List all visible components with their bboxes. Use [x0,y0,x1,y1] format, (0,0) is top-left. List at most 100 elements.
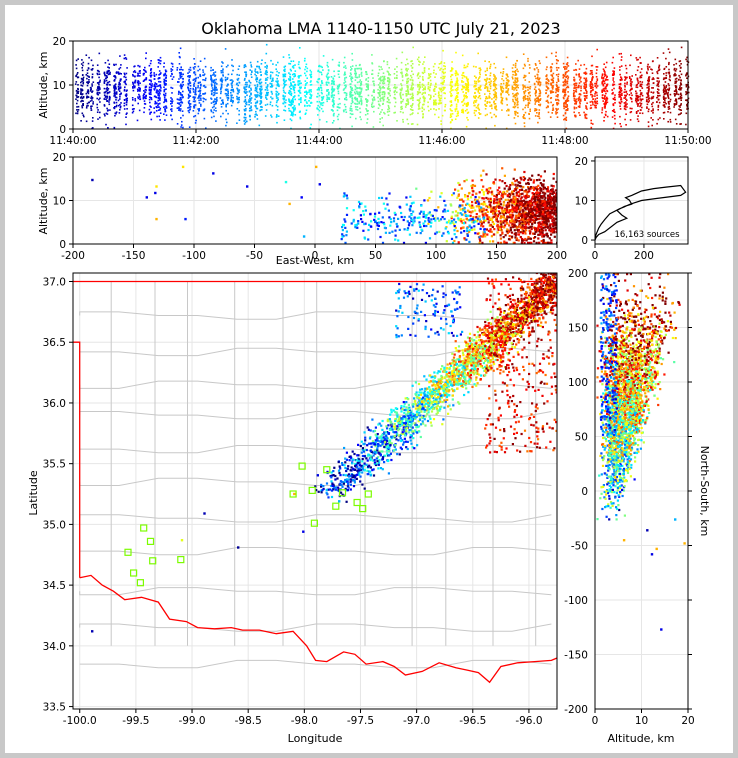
source-point [657,118,660,121]
source-point [289,101,291,104]
source-point [199,90,201,92]
source-point [149,83,152,85]
source-point [422,89,424,91]
source-point [322,101,325,104]
source-point [566,98,569,101]
source-point [648,78,650,80]
source-point [594,98,597,100]
source-point [182,96,184,98]
source-point [265,77,267,80]
source-point [203,93,206,95]
source-point [565,76,567,79]
source-point [336,85,339,87]
source-point [438,94,440,96]
source-point [359,87,361,90]
source-point [106,100,109,102]
source-point [539,95,541,97]
source-point [639,95,641,98]
source-point [232,90,235,92]
source-point [284,95,286,97]
source-point [205,98,207,101]
source-point [493,101,495,104]
source-point [355,117,357,120]
source-point [602,68,605,70]
source-point [204,65,207,68]
source-point [264,62,267,64]
source-point [255,96,257,98]
source-point [647,121,650,123]
source-point [573,89,575,92]
source-point [517,86,519,89]
source-point [150,68,152,71]
source-point [394,105,396,108]
source-point [564,79,567,81]
source-point [523,91,525,93]
source-point [557,88,559,90]
source-point [461,109,463,111]
source-point [224,79,227,82]
source-point [596,69,598,71]
source-point [104,74,107,77]
source-point [419,91,422,94]
source-point [450,109,452,112]
source-point [564,82,567,84]
source-point [417,92,420,95]
source-point [440,123,442,125]
source-point [319,118,321,121]
source-point [171,65,174,68]
source-point [316,80,318,83]
source-point [584,117,587,119]
source-point [254,89,257,92]
source-point [237,98,239,101]
source-point [114,78,116,81]
source-point [133,108,135,110]
source-point [181,110,184,112]
source-point [675,62,678,65]
source-point [435,73,437,75]
source-point [604,95,606,98]
source-point [230,88,233,91]
source-point [243,108,246,111]
source-point [290,110,292,113]
source-point [523,231,526,234]
source-point [669,100,671,103]
source-point [305,63,308,66]
source-point [245,88,247,91]
source-point [293,81,295,83]
source-point [113,88,116,91]
source-point [489,87,492,90]
source-point [114,83,117,85]
source-point [119,72,121,75]
source-point [189,75,191,77]
source-point [193,71,196,73]
source-point [199,97,201,100]
source-point [550,92,552,94]
source-point [489,78,491,81]
source-point [98,91,100,94]
source-point [613,114,616,117]
source-point [657,92,659,94]
source-point [250,76,253,78]
source-point [210,66,212,69]
source-point [238,98,240,101]
source-point [583,63,586,66]
source-point [637,115,639,117]
source-point [266,65,268,68]
source-point [624,106,626,108]
source-point [305,90,307,93]
source-point [259,100,262,102]
source-point [298,94,300,97]
source-point [118,112,121,114]
source-point [606,84,608,86]
source-point [657,104,660,107]
source-point [533,179,536,182]
source-point [194,66,196,68]
source-point [602,83,604,85]
source-point [663,68,665,70]
source-point [647,86,649,89]
source-point [158,80,160,83]
source-point [531,197,534,200]
source-point [154,82,156,84]
source-point [136,119,139,122]
source-point [270,96,272,98]
